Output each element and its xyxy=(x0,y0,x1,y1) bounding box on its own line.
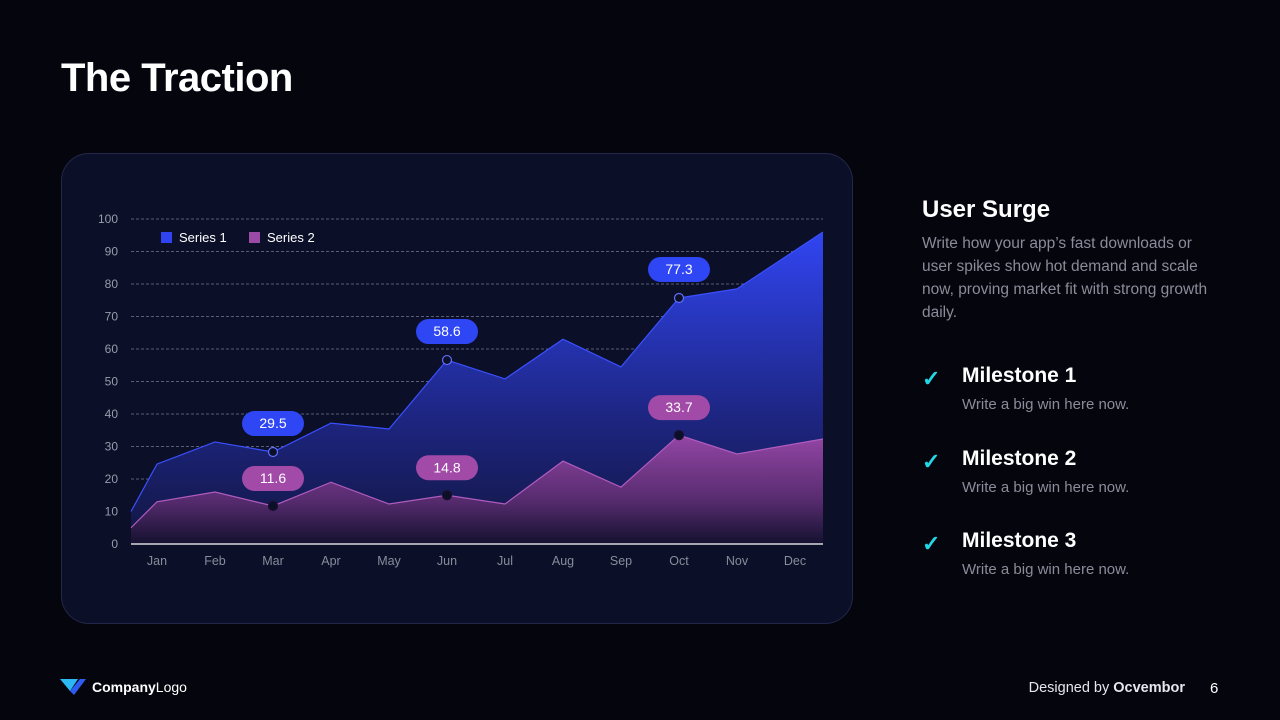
company-logo: CompanyLogo xyxy=(60,677,187,697)
data-point-marker xyxy=(673,292,685,304)
data-point-marker xyxy=(267,446,279,458)
y-tick-label: 10 xyxy=(105,505,119,519)
area-chart: 0 10 20 30 40 50 60 70 80 90 100 Jan Feb Mar Apr May Jun… xyxy=(98,212,824,568)
milestone-title: Milestone 1 xyxy=(962,364,1077,387)
section-body: Write how your app’s fast downloads or u… xyxy=(922,235,1208,321)
y-tick-label: 80 xyxy=(105,277,119,291)
legend-label: Series 2 xyxy=(267,230,315,245)
y-tick-label: 70 xyxy=(105,310,119,324)
chart-card: 0 10 20 30 40 50 60 70 80 90 100 Jan Feb Mar Apr May Jun… xyxy=(61,153,853,624)
data-label: 14.8 xyxy=(433,459,460,475)
logo-light: Logo xyxy=(155,679,187,695)
check-icon: ✓ xyxy=(922,531,941,556)
series-area-2 xyxy=(131,435,823,544)
x-tick-label: Sep xyxy=(610,554,632,568)
data-label-badge xyxy=(416,319,478,345)
milestone-title: Milestone 2 xyxy=(962,447,1077,470)
y-tick-label: 60 xyxy=(105,342,119,356)
user-surge-section: User Surge Write how your app’s fast dow… xyxy=(922,196,1222,324)
x-tick-label: Apr xyxy=(321,554,340,568)
y-tick-label: 30 xyxy=(105,440,119,454)
page-number: 6 xyxy=(1210,680,1219,697)
logo-icon xyxy=(60,679,86,695)
slide-title: The Traction xyxy=(61,56,293,100)
legend-swatch xyxy=(161,232,172,243)
y-tick-label: 20 xyxy=(105,472,119,486)
check-icon: ✓ xyxy=(922,366,941,391)
data-point-marker xyxy=(673,430,685,441)
x-tick-label: Jun xyxy=(437,554,457,568)
data-label-badge xyxy=(648,256,710,282)
data-label-badge xyxy=(242,465,304,491)
x-tick-label: Nov xyxy=(726,554,749,568)
legend-swatch xyxy=(249,232,260,243)
x-tick-label: Jul xyxy=(497,554,513,568)
data-label-badge xyxy=(416,455,478,481)
data-label-badge xyxy=(648,395,710,421)
legend-label: Series 1 xyxy=(179,230,227,245)
data-point-marker xyxy=(441,354,453,366)
milestone-desc: Write a big win here now. xyxy=(962,561,1130,578)
data-label: 29.5 xyxy=(259,415,286,431)
data-label: 11.6 xyxy=(260,470,286,486)
data-label: 58.6 xyxy=(433,323,460,339)
logo-bold: Company xyxy=(92,679,156,695)
data-label: 77.3 xyxy=(665,261,692,277)
y-tick-label: 50 xyxy=(105,375,119,389)
x-tick-label: Jan xyxy=(147,554,167,568)
y-tick-label: 90 xyxy=(105,245,119,259)
credit-text: Designed by xyxy=(1028,680,1114,696)
x-tick-label: May xyxy=(377,554,401,568)
credit: Designed by Ocvembor xyxy=(1029,680,1185,696)
y-tick-label: 40 xyxy=(105,407,119,421)
data-point-marker xyxy=(267,500,279,512)
data-label-badge xyxy=(242,411,304,437)
section-heading: User Surge xyxy=(922,196,1051,223)
data-label: 33.7 xyxy=(665,399,692,415)
milestone-title: Milestone 3 xyxy=(962,529,1077,552)
data-point-marker xyxy=(441,490,453,501)
milestone-desc: Write a big win here now. xyxy=(962,479,1130,496)
x-tick-label: Dec xyxy=(784,554,806,568)
x-tick-label: Mar xyxy=(262,554,284,568)
milestone-desc: Write a big win here now. xyxy=(962,396,1130,413)
check-icon: ✓ xyxy=(922,449,941,474)
x-tick-label: Aug xyxy=(552,554,574,568)
credit-brand: Ocvembor xyxy=(1113,680,1185,696)
x-tick-label: Oct xyxy=(669,554,689,568)
x-tick-label: Feb xyxy=(204,554,226,568)
y-tick-label: 100 xyxy=(98,212,118,226)
y-tick-label: 0 xyxy=(111,537,118,551)
